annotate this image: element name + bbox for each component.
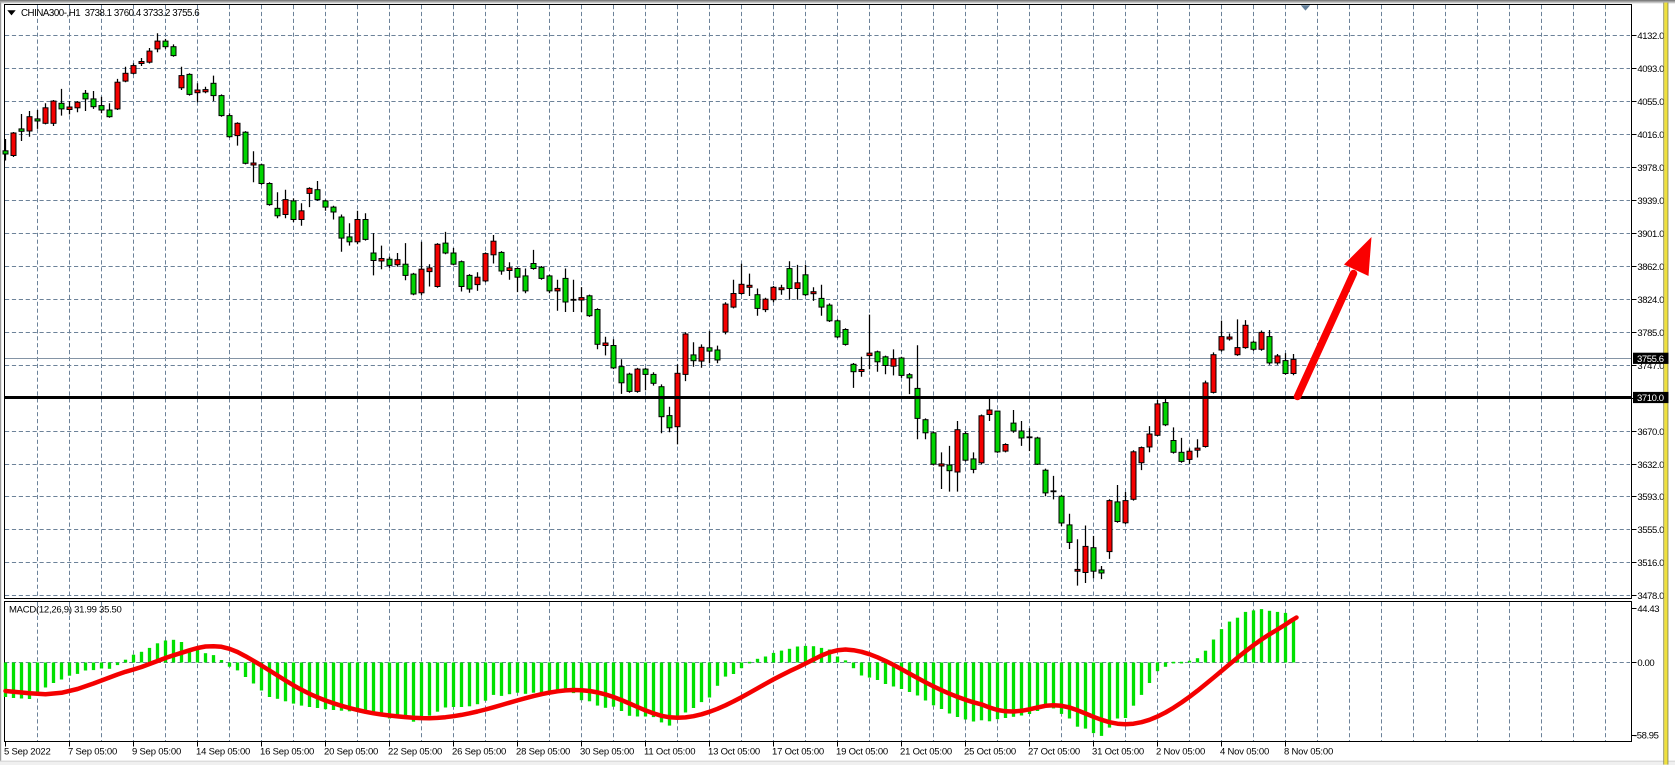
- svg-text:30 Sep 05:00: 30 Sep 05:00: [580, 746, 634, 757]
- svg-text:3755.6: 3755.6: [1637, 354, 1664, 365]
- svg-text:22 Sep 05:00: 22 Sep 05:00: [388, 746, 442, 757]
- svg-text:3555.0: 3555.0: [1637, 525, 1664, 536]
- svg-text:CHINA300-,H1 3738.1 3760.4 37: CHINA300-,H1 3738.1 3760.4 3733.2 3755.6: [21, 8, 199, 19]
- svg-text:19 Oct 05:00: 19 Oct 05:00: [836, 746, 888, 757]
- svg-text:7 Sep 05:00: 7 Sep 05:00: [68, 746, 117, 757]
- svg-text:3593.0: 3593.0: [1637, 492, 1664, 503]
- svg-text:MACD(12,26,9) 31.99 35.50: MACD(12,26,9) 31.99 35.50: [9, 605, 122, 616]
- svg-text:16 Sep 05:00: 16 Sep 05:00: [260, 746, 314, 757]
- svg-text:3670.0: 3670.0: [1637, 427, 1664, 438]
- svg-text:4055.0: 4055.0: [1637, 97, 1664, 108]
- svg-text:26 Sep 05:00: 26 Sep 05:00: [452, 746, 506, 757]
- svg-text:13 Oct 05:00: 13 Oct 05:00: [708, 746, 760, 757]
- svg-text:3516.0: 3516.0: [1637, 558, 1664, 569]
- svg-text:4132.0: 4132.0: [1637, 31, 1664, 42]
- svg-text:4016.0: 4016.0: [1637, 130, 1664, 141]
- svg-text:11 Oct 05:00: 11 Oct 05:00: [644, 746, 695, 757]
- svg-text:20 Sep 05:00: 20 Sep 05:00: [324, 746, 378, 757]
- svg-text:3710.0: 3710.0: [1637, 393, 1664, 404]
- svg-text:4093.0: 4093.0: [1637, 64, 1664, 75]
- svg-text:4 Nov 05:00: 4 Nov 05:00: [1220, 746, 1269, 757]
- svg-text:3901.0: 3901.0: [1637, 229, 1664, 240]
- svg-text:17 Oct 05:00: 17 Oct 05:00: [772, 746, 824, 757]
- svg-text:28 Sep 05:00: 28 Sep 05:00: [516, 746, 570, 757]
- svg-text:3478.0: 3478.0: [1637, 591, 1664, 602]
- svg-text:3824.0: 3824.0: [1637, 295, 1664, 306]
- svg-text:8 Nov 05:00: 8 Nov 05:00: [1284, 746, 1333, 757]
- svg-text:-58.95: -58.95: [1634, 730, 1659, 741]
- svg-text:44.43: 44.43: [1637, 604, 1659, 615]
- svg-text:9 Sep 05:00: 9 Sep 05:00: [132, 746, 181, 757]
- svg-text:2 Nov 05:00: 2 Nov 05:00: [1156, 746, 1205, 757]
- svg-text:21 Oct 05:00: 21 Oct 05:00: [900, 746, 952, 757]
- svg-text:31 Oct 05:00: 31 Oct 05:00: [1092, 746, 1144, 757]
- svg-text:5 Sep 2022: 5 Sep 2022: [4, 746, 51, 757]
- svg-text:3978.0: 3978.0: [1637, 163, 1664, 174]
- svg-text:3632.0: 3632.0: [1637, 460, 1664, 471]
- svg-text:25 Oct 05:00: 25 Oct 05:00: [964, 746, 1016, 757]
- svg-text:3785.0: 3785.0: [1637, 328, 1664, 339]
- svg-text:3862.0: 3862.0: [1637, 262, 1664, 273]
- svg-text:3939.0: 3939.0: [1637, 196, 1664, 207]
- svg-text:0.00: 0.00: [1637, 658, 1654, 669]
- svg-text:27 Oct 05:00: 27 Oct 05:00: [1028, 746, 1080, 757]
- svg-text:3747.0: 3747.0: [1637, 361, 1664, 372]
- svg-text:14 Sep 05:00: 14 Sep 05:00: [196, 746, 250, 757]
